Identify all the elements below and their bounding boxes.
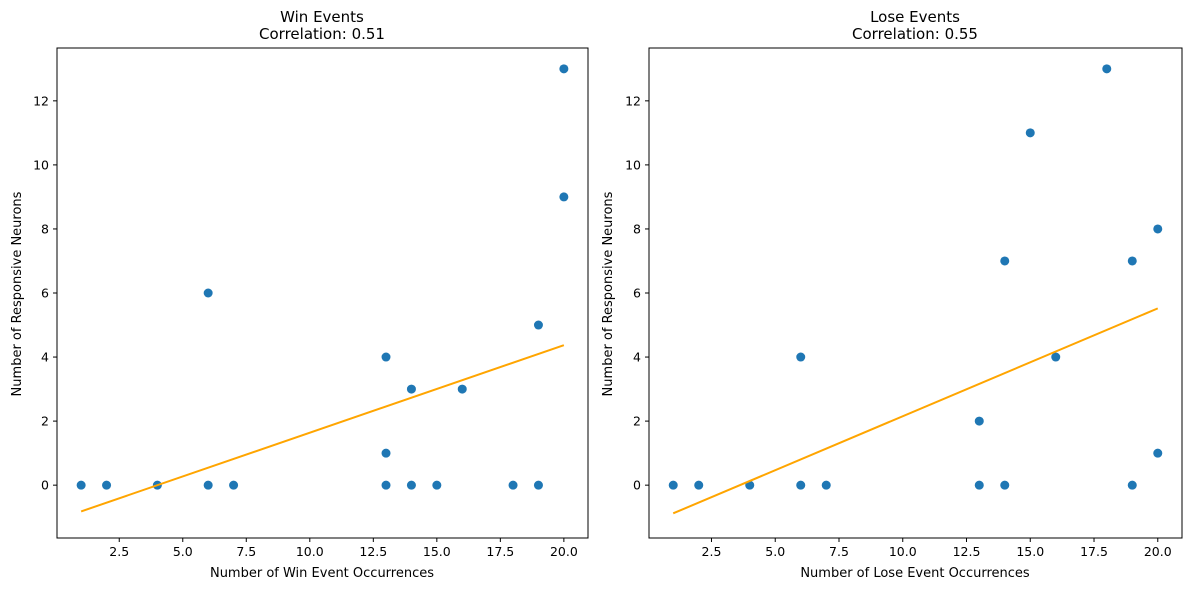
scatter-point [1153, 448, 1163, 458]
y-tick-label: 12 [33, 93, 49, 108]
scatter-point [559, 64, 569, 74]
x-tick-label: 7.5 [236, 544, 256, 559]
panel-subtitle: Correlation: 0.55 [852, 25, 978, 43]
scatter-point [457, 384, 467, 394]
scatter-point [974, 480, 984, 490]
axes-frame [56, 47, 589, 539]
regression-line [672, 307, 1159, 515]
scatter-point [694, 480, 704, 490]
scatter-point [203, 288, 213, 298]
scatter-point [1000, 480, 1010, 490]
x-tick-label: 15.0 [1016, 544, 1044, 559]
x-tick-label: 5.0 [765, 544, 785, 559]
scatter-point [1051, 352, 1061, 362]
axes-frame [648, 47, 1183, 539]
scatter-point [796, 480, 806, 490]
lose-events-panel: Lose Events Correlation: 0.55 Number of … [601, 8, 1183, 581]
panel-title: Win Events [280, 8, 364, 26]
scatter-point [1127, 256, 1137, 266]
panel-subtitle: Correlation: 0.51 [259, 25, 385, 43]
y-axis-label: Number of Responsive Neurons [10, 191, 25, 396]
x-axis-label: Number of Lose Event Occurrences [800, 566, 1030, 581]
scatter-point [559, 192, 569, 202]
x-tick-label: 20.0 [1144, 544, 1172, 559]
x-tick-label: 2.5 [109, 544, 129, 559]
scatter-point [432, 480, 442, 490]
scatter-point [381, 352, 391, 362]
win-events-panel: Win Events Correlation: 0.51 Number of W… [10, 8, 589, 581]
scatter-point [1153, 224, 1163, 234]
y-tick-label: 2 [41, 414, 49, 429]
scatter-point [508, 480, 518, 490]
scatter-point [533, 480, 543, 490]
scatter-point [1025, 128, 1035, 138]
regression-line [80, 344, 565, 513]
scatter-point [1127, 480, 1137, 490]
x-tick-label: 12.5 [359, 544, 387, 559]
y-tick-label: 4 [633, 350, 641, 365]
y-tick-label: 4 [41, 350, 49, 365]
scatter-point [668, 480, 678, 490]
y-tick-label: 2 [633, 414, 641, 429]
y-tick-label: 8 [41, 221, 49, 236]
scatter-point [974, 416, 984, 426]
scatter-point [1102, 64, 1112, 74]
y-tick-label: 12 [625, 93, 641, 108]
x-tick-label: 10.0 [889, 544, 917, 559]
x-tick-label: 12.5 [953, 544, 981, 559]
y-tick-label: 0 [41, 478, 49, 493]
scatter-point [533, 320, 543, 330]
scatter-point [381, 480, 391, 490]
x-axis-label: Number of Win Event Occurrences [210, 566, 434, 581]
y-tick-label: 6 [633, 286, 641, 301]
y-tick-label: 0 [633, 478, 641, 493]
y-tick-label: 10 [33, 157, 49, 172]
x-tick-label: 17.5 [486, 544, 514, 559]
x-tick-label: 7.5 [829, 544, 849, 559]
scatter-point [76, 480, 86, 490]
scatter-point [381, 448, 391, 458]
x-tick-label: 10.0 [296, 544, 324, 559]
scatter-point [203, 480, 213, 490]
x-tick-label: 20.0 [550, 544, 578, 559]
scatter-point [1000, 256, 1010, 266]
scatter-point [229, 480, 239, 490]
panel-title: Lose Events [870, 8, 960, 26]
scatter-point [796, 352, 806, 362]
y-tick-label: 10 [625, 157, 641, 172]
y-tick-label: 8 [633, 221, 641, 236]
y-tick-label: 6 [41, 286, 49, 301]
x-tick-label: 5.0 [173, 544, 193, 559]
scatter-point [102, 480, 112, 490]
x-tick-label: 2.5 [702, 544, 722, 559]
scatter-point [406, 384, 416, 394]
x-tick-label: 15.0 [423, 544, 451, 559]
scatter-point [821, 480, 831, 490]
scatter-point [406, 480, 416, 490]
y-axis-label: Number of Responsive Neurons [601, 191, 616, 396]
x-tick-label: 17.5 [1080, 544, 1108, 559]
